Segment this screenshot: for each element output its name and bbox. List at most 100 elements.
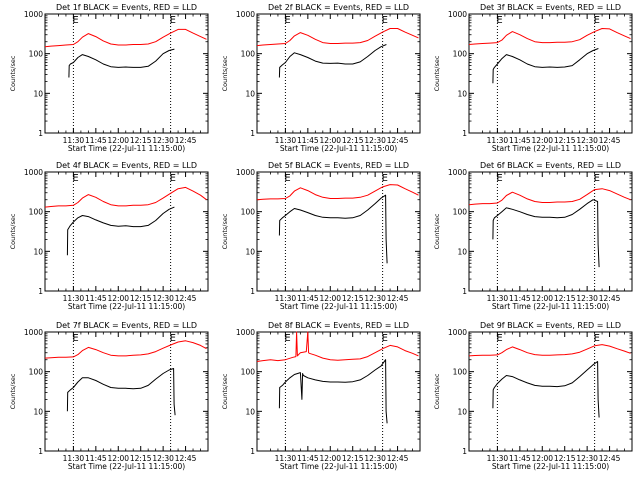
event-marker-label: E (170, 15, 176, 26)
x-tick-label: 12:30 (364, 294, 386, 303)
y-axis-label: Counts/sec (221, 55, 229, 91)
plot-frame (468, 331, 633, 452)
y-axis-label: Counts/sec (9, 213, 17, 249)
event-marker-label: E (170, 173, 176, 184)
y-tick-label: 1 (250, 287, 255, 296)
events-series-line (66, 206, 175, 256)
x-axis-label: Start Time (22-Jul-11 11:15:00) (492, 302, 609, 311)
x-axis-label: Start Time (22-Jul-11 11:15:00) (280, 144, 397, 153)
x-tick-label: 12:15 (130, 136, 152, 145)
y-tick-label: 1000 (24, 10, 43, 19)
chart-title: Det 9f BLACK = Events, RED = LLD (480, 321, 621, 330)
x-tick-label: 12:00 (531, 454, 553, 463)
chart-title: Det 1f BLACK = Events, RED = LLD (56, 3, 197, 12)
x-tick-label: 12:00 (531, 136, 553, 145)
event-marker-label: E (496, 15, 502, 26)
y-tick-label: 10 (457, 89, 467, 98)
chart-panel: Det 6f BLACK = Events, RED = LLD 1 10 100 10… (433, 161, 633, 311)
plot-frame (256, 13, 421, 134)
x-tick-label: 12:15 (554, 136, 576, 145)
x-tick-label: 12:30 (364, 454, 386, 463)
x-tick-label: 12:15 (342, 136, 364, 145)
x-tick-label: 12:00 (319, 454, 341, 463)
event-marker-label: E (284, 173, 290, 184)
event-marker-label: E (284, 333, 290, 344)
chart-title: Det 8f BLACK = Events, RED = LLD (268, 321, 409, 330)
y-tick-label: 1 (462, 447, 467, 456)
y-tick-label: 1000 (236, 10, 255, 19)
x-tick-label: 12:45 (175, 294, 197, 303)
chart-panel: Det 4f BLACK = Events, RED = LLD 1 10 100 10… (9, 161, 209, 311)
x-tick-label: 12:15 (554, 454, 576, 463)
x-tick-label: 12:00 (319, 294, 341, 303)
x-tick-label: 11:45 (85, 294, 107, 303)
plot-frame (468, 171, 633, 292)
y-tick-label: 1000 (448, 328, 467, 337)
y-tick-label: 10 (33, 89, 43, 98)
x-tick-label: 12:30 (576, 136, 598, 145)
chart-panel: Det 1f BLACK = Events, RED = LLD 1 10 100 10… (9, 3, 209, 153)
events-series-line (492, 199, 600, 268)
x-tick-label: 12:30 (576, 294, 598, 303)
x-tick-label: 11:30 (487, 454, 509, 463)
x-tick-label: 11:45 (297, 136, 319, 145)
x-axis-label: Start Time (22-Jul-11 11:15:00) (280, 462, 397, 471)
y-tick-label: 10 (245, 89, 255, 98)
x-axis-label: Start Time (22-Jul-11 11:15:00) (492, 462, 609, 471)
x-tick-label: 12:15 (130, 294, 152, 303)
x-tick-label: 11:45 (85, 454, 107, 463)
event-marker-label: E (382, 15, 388, 26)
x-tick-label: 11:45 (85, 136, 107, 145)
x-tick-label: 11:30 (275, 294, 297, 303)
x-tick-label: 12:45 (387, 294, 409, 303)
lld-series-line (256, 184, 419, 201)
lld-series-line (256, 28, 419, 47)
y-tick-label: 100 (453, 208, 468, 217)
x-tick-label: 11:30 (487, 294, 509, 303)
x-tick-label: 11:45 (297, 454, 319, 463)
x-axis-label: Start Time (22-Jul-11 11:15:00) (68, 302, 185, 311)
events-series-line (68, 48, 175, 78)
y-axis-label: Counts/sec (433, 213, 441, 249)
lld-series-line (44, 28, 207, 48)
plot-frame (44, 331, 209, 452)
y-tick-label: 1 (38, 287, 43, 296)
event-marker-label: E (72, 333, 78, 344)
chart-title: Det 4f BLACK = Events, RED = LLD (56, 161, 197, 170)
y-tick-label: 1 (250, 129, 255, 138)
x-tick-label: 12:15 (342, 294, 364, 303)
x-tick-label: 12:00 (531, 294, 553, 303)
y-axis-label: Counts/sec (221, 213, 229, 249)
y-tick-label: 1000 (24, 168, 43, 177)
lld-series-line (468, 28, 631, 45)
x-tick-label: 12:00 (107, 454, 129, 463)
x-tick-label: 12:15 (342, 454, 364, 463)
y-axis-label: Counts/sec (9, 373, 17, 409)
x-axis-label: Start Time (22-Jul-11 11:15:00) (68, 144, 185, 153)
x-tick-label: 12:45 (387, 136, 409, 145)
event-marker-label: E (382, 173, 388, 184)
chart-title: Det 6f BLACK = Events, RED = LLD (480, 161, 621, 170)
plot-frame (256, 171, 421, 292)
y-tick-label: 1000 (448, 168, 467, 177)
x-tick-label: 11:30 (275, 136, 297, 145)
lld-series-line (256, 331, 419, 362)
y-tick-label: 100 (241, 368, 256, 377)
x-tick-label: 11:45 (509, 454, 531, 463)
x-tick-label: 12:45 (387, 454, 409, 463)
y-tick-label: 100 (29, 50, 44, 59)
x-tick-label: 12:45 (599, 454, 621, 463)
chart-panel: Det 2f BLACK = Events, RED = LLD 1 10 100 10… (221, 3, 421, 153)
chart-title: Det 3f BLACK = Events, RED = LLD (480, 3, 621, 12)
x-tick-label: 12:45 (175, 454, 197, 463)
x-tick-label: 12:45 (599, 294, 621, 303)
lld-series-line (44, 186, 207, 208)
x-tick-label: 12:30 (152, 294, 174, 303)
y-tick-label: 1000 (236, 328, 255, 337)
events-series-line (66, 368, 176, 416)
y-tick-label: 100 (453, 368, 468, 377)
x-tick-label: 12:00 (319, 136, 341, 145)
event-marker-label: E (170, 333, 176, 344)
chart-title: Det 7f BLACK = Events, RED = LLD (56, 321, 197, 330)
